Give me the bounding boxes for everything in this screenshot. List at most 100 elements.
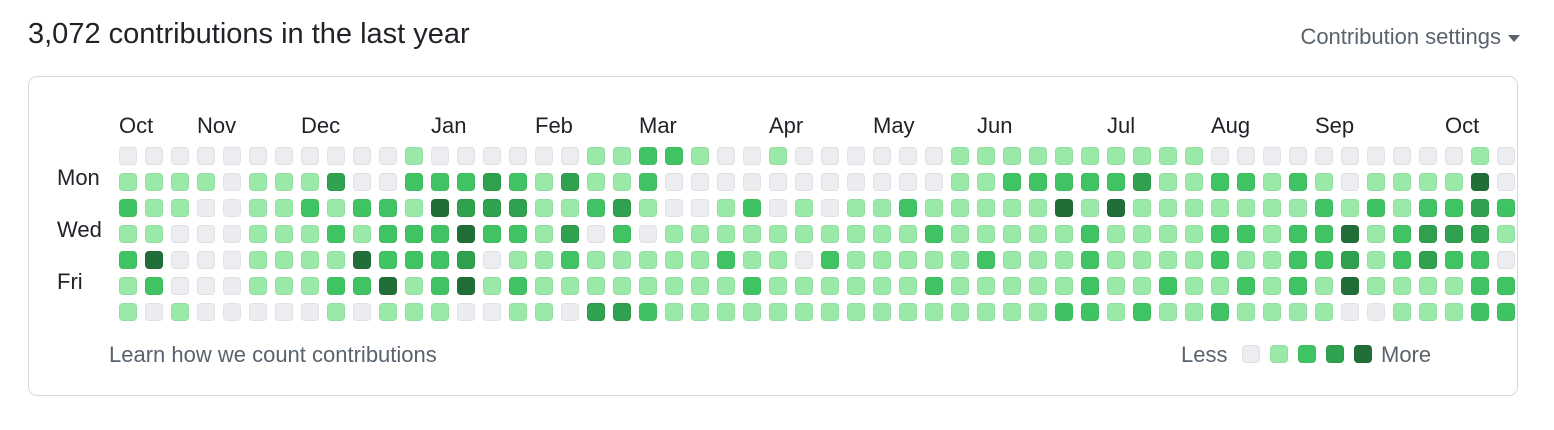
contribution-day-cell[interactable]: [1003, 147, 1021, 165]
contribution-day-cell[interactable]: [613, 251, 631, 269]
contribution-day-cell[interactable]: [327, 199, 345, 217]
contribution-day-cell[interactable]: [197, 199, 215, 217]
contribution-day-cell[interactable]: [1471, 303, 1489, 321]
contribution-day-cell[interactable]: [977, 303, 995, 321]
contribution-day-cell[interactable]: [1367, 147, 1385, 165]
contribution-day-cell[interactable]: [1003, 303, 1021, 321]
contribution-day-cell[interactable]: [873, 225, 891, 243]
contribution-day-cell[interactable]: [145, 225, 163, 243]
contribution-day-cell[interactable]: [977, 199, 995, 217]
contribution-day-cell[interactable]: [379, 303, 397, 321]
contribution-day-cell[interactable]: [1159, 251, 1177, 269]
contribution-day-cell[interactable]: [1237, 173, 1255, 191]
contribution-day-cell[interactable]: [457, 199, 475, 217]
contribution-day-cell[interactable]: [1263, 277, 1281, 295]
contribution-day-cell[interactable]: [1289, 225, 1307, 243]
contribution-day-cell[interactable]: [561, 251, 579, 269]
contribution-day-cell[interactable]: [561, 277, 579, 295]
contribution-day-cell[interactable]: [145, 147, 163, 165]
contribution-day-cell[interactable]: [1497, 303, 1515, 321]
contribution-day-cell[interactable]: [1237, 225, 1255, 243]
contribution-day-cell[interactable]: [769, 199, 787, 217]
contribution-day-cell[interactable]: [119, 173, 137, 191]
contribution-day-cell[interactable]: [847, 251, 865, 269]
contribution-day-cell[interactable]: [1029, 277, 1047, 295]
contribution-day-cell[interactable]: [457, 277, 475, 295]
contribution-day-cell[interactable]: [1185, 199, 1203, 217]
contribution-day-cell[interactable]: [1497, 251, 1515, 269]
contribution-day-cell[interactable]: [1315, 173, 1333, 191]
contribution-day-cell[interactable]: [249, 251, 267, 269]
contribution-day-cell[interactable]: [873, 147, 891, 165]
contribution-day-cell[interactable]: [535, 251, 553, 269]
contribution-day-cell[interactable]: [717, 225, 735, 243]
contribution-day-cell[interactable]: [1133, 199, 1151, 217]
contribution-day-cell[interactable]: [1419, 147, 1437, 165]
contribution-day-cell[interactable]: [249, 277, 267, 295]
contribution-day-cell[interactable]: [197, 251, 215, 269]
contribution-day-cell[interactable]: [1419, 173, 1437, 191]
contribution-day-cell[interactable]: [483, 199, 501, 217]
contribution-day-cell[interactable]: [1003, 225, 1021, 243]
contribution-day-cell[interactable]: [665, 173, 683, 191]
contribution-day-cell[interactable]: [613, 199, 631, 217]
contribution-day-cell[interactable]: [847, 147, 865, 165]
contribution-day-cell[interactable]: [405, 147, 423, 165]
contribution-day-cell[interactable]: [509, 173, 527, 191]
contribution-day-cell[interactable]: [1185, 277, 1203, 295]
contribution-day-cell[interactable]: [1471, 199, 1489, 217]
contribution-day-cell[interactable]: [1185, 303, 1203, 321]
contribution-day-cell[interactable]: [509, 147, 527, 165]
contribution-day-cell[interactable]: [1107, 251, 1125, 269]
contribution-day-cell[interactable]: [197, 303, 215, 321]
contribution-day-cell[interactable]: [249, 199, 267, 217]
contribution-day-cell[interactable]: [119, 199, 137, 217]
contribution-day-cell[interactable]: [171, 225, 189, 243]
contribution-day-cell[interactable]: [639, 251, 657, 269]
contribution-day-cell[interactable]: [1263, 225, 1281, 243]
contribution-day-cell[interactable]: [509, 277, 527, 295]
contribution-day-cell[interactable]: [1289, 251, 1307, 269]
contribution-day-cell[interactable]: [717, 251, 735, 269]
contribution-day-cell[interactable]: [899, 277, 917, 295]
contribution-day-cell[interactable]: [1185, 225, 1203, 243]
contribution-day-cell[interactable]: [1445, 277, 1463, 295]
contribution-day-cell[interactable]: [1055, 199, 1073, 217]
contribution-day-cell[interactable]: [1029, 173, 1047, 191]
contribution-day-cell[interactable]: [1315, 277, 1333, 295]
contribution-day-cell[interactable]: [1159, 277, 1177, 295]
contribution-day-cell[interactable]: [353, 173, 371, 191]
contribution-day-cell[interactable]: [197, 225, 215, 243]
contribution-day-cell[interactable]: [1159, 147, 1177, 165]
contribution-day-cell[interactable]: [1081, 173, 1099, 191]
contribution-day-cell[interactable]: [275, 173, 293, 191]
contribution-day-cell[interactable]: [795, 199, 813, 217]
contribution-day-cell[interactable]: [379, 225, 397, 243]
contribution-day-cell[interactable]: [821, 277, 839, 295]
contribution-day-cell[interactable]: [535, 303, 553, 321]
contribution-day-cell[interactable]: [1029, 303, 1047, 321]
contribution-day-cell[interactable]: [1003, 251, 1021, 269]
contribution-day-cell[interactable]: [1471, 225, 1489, 243]
contribution-day-cell[interactable]: [1133, 303, 1151, 321]
contribution-day-cell[interactable]: [587, 251, 605, 269]
contribution-day-cell[interactable]: [1393, 225, 1411, 243]
contribution-day-cell[interactable]: [1107, 199, 1125, 217]
contribution-day-cell[interactable]: [717, 173, 735, 191]
contribution-day-cell[interactable]: [795, 173, 813, 191]
contribution-day-cell[interactable]: [1471, 277, 1489, 295]
contribution-day-cell[interactable]: [1055, 251, 1073, 269]
contribution-day-cell[interactable]: [1367, 251, 1385, 269]
contribution-day-cell[interactable]: [1367, 199, 1385, 217]
contribution-day-cell[interactable]: [171, 147, 189, 165]
contribution-day-cell[interactable]: [1107, 225, 1125, 243]
contribution-day-cell[interactable]: [1289, 303, 1307, 321]
contribution-day-cell[interactable]: [1289, 147, 1307, 165]
contribution-day-cell[interactable]: [665, 199, 683, 217]
contribution-day-cell[interactable]: [873, 173, 891, 191]
contribution-day-cell[interactable]: [1055, 303, 1073, 321]
contribution-day-cell[interactable]: [639, 173, 657, 191]
contribution-day-cell[interactable]: [119, 277, 137, 295]
contribution-day-cell[interactable]: [977, 225, 995, 243]
contribution-day-cell[interactable]: [405, 225, 423, 243]
